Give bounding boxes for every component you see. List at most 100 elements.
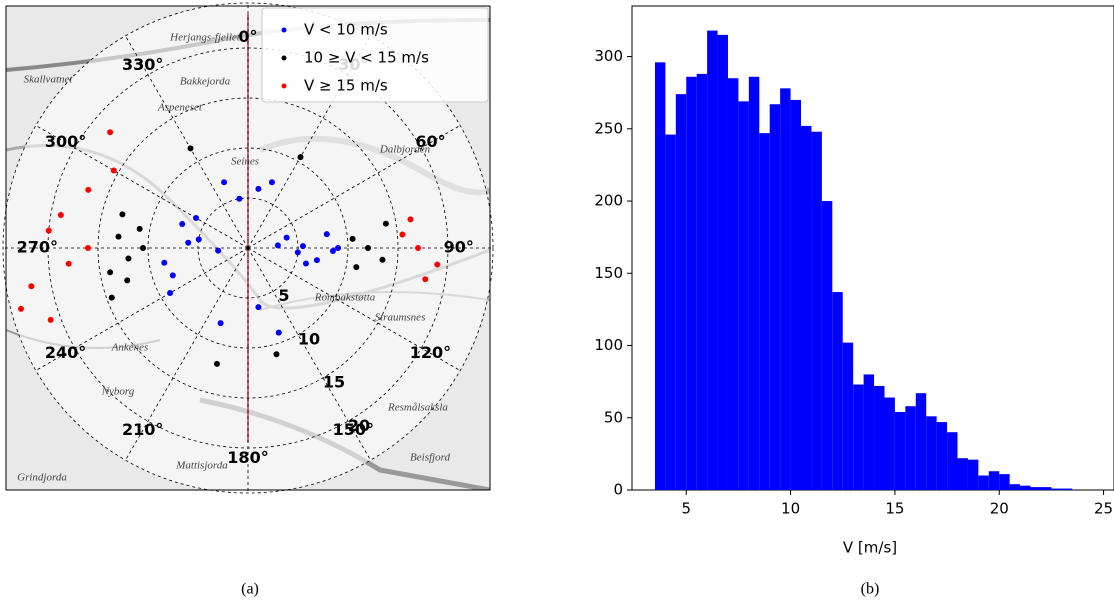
histogram-bar [822,201,832,490]
histogram-bar [989,471,999,490]
legend-label: V ≥ 15 m/s [304,77,388,95]
histogram-bar [676,94,686,490]
histogram-bar [1031,487,1041,490]
histogram-bar [697,74,707,490]
scatter-point [215,248,221,254]
scatter-point [365,245,371,251]
histogram-bar [926,416,936,490]
histogram-bar [999,474,1009,490]
y-tick-label: 300 [594,47,623,65]
histogram-bar [916,393,926,490]
legend-marker [282,28,287,33]
scatter-point [407,216,413,222]
theta-tick-label: 210° [122,420,163,439]
scatter-point [330,248,336,254]
scatter-point [399,231,405,237]
map-label: Aspeneset [157,102,203,114]
histogram-bar [686,77,696,490]
histogram-bar [707,31,717,490]
histogram-bar [968,460,978,490]
histogram-bar [1062,489,1072,490]
scatter-point [119,211,125,217]
scatter-point [300,243,306,249]
scatter-point [161,260,167,266]
scatter-point [188,145,194,151]
scatter-point [295,249,301,255]
scatter-point [115,234,121,240]
scatter-point [324,231,330,237]
scatter-point [179,221,185,227]
histogram-bar [843,343,853,490]
histogram-bar [937,422,947,490]
scatter-point [137,226,143,232]
histogram-bar [718,35,728,490]
scatter-point [303,261,309,267]
scatter-point [124,277,130,283]
scatter-point [196,236,202,242]
scatter-point [236,196,242,202]
x-tick-label: 20 [990,500,1009,518]
figure: Herjangs-fjelletBakkejordaSkallvatnetAsp… [0,0,1114,602]
histogram-bar [978,476,988,490]
scatter-point [140,245,146,251]
r-tick-label: 10 [298,329,320,348]
r-tick-label: 20 [348,416,370,435]
scatter-point [284,235,290,241]
theta-tick-label: 90° [444,238,474,257]
histogram-bar [1051,489,1061,490]
scatter-point [107,269,113,275]
scatter-point [255,186,261,192]
map-label: Grindjorda [17,472,67,484]
scatter-point [434,262,440,268]
histogram-bar [947,432,957,490]
theta-tick-label: 330° [122,55,163,74]
histogram-bar [895,412,905,490]
histogram-bar [780,88,790,490]
scatter-point [218,320,224,326]
histogram-bar [738,101,748,490]
scatter-point [273,351,279,357]
y-tick-label: 250 [594,119,623,137]
scatter-point [314,257,320,263]
scatter-point [214,361,220,367]
scatter-point [379,257,385,263]
map-label: Seines [231,156,259,168]
legend-marker [282,56,287,61]
scatter-point [85,245,91,251]
theta-tick-label: 300° [45,132,86,151]
histogram-bar [884,398,894,490]
theta-tick-label: 270° [17,238,58,257]
scatter-point [167,290,173,296]
scatter-point [107,129,113,135]
legend-label: 10 ≥ V < 15 m/s [304,49,429,67]
scatter-point [422,276,428,282]
map-label: Straumsnes [375,312,426,324]
map-label: Bakkejorda [180,76,231,88]
map-label: Beisfjord [410,452,450,464]
y-tick-label: 100 [594,336,623,354]
map-label: Rombakstøtta [314,292,376,304]
y-tick-label: 200 [594,192,623,210]
histogram-bar [728,78,738,490]
legend-label: V < 10 m/s [304,21,388,39]
scatter-point [46,228,52,234]
scatter-point [185,240,191,246]
scatter-point [85,187,91,193]
scatter-point [383,221,389,227]
y-tick-label: 50 [604,408,623,426]
scatter-point [66,261,72,267]
x-tick-label: 15 [885,500,904,518]
scatter-point [275,242,281,248]
scatter-point [111,168,117,174]
histogram-bar [832,292,842,490]
histogram-bar [655,62,665,490]
theta-tick-label: 0° [238,27,257,46]
x-axis-label: V [m/s] [843,539,897,557]
y-tick-label: 0 [613,481,623,499]
scatter-point [48,317,54,323]
scatter-point [350,236,356,242]
x-tick-label: 25 [1094,500,1113,518]
map-label: Herjangs-fjellet [169,32,241,44]
histogram-bar [1010,484,1020,490]
theta-tick-label: 180° [227,448,268,467]
